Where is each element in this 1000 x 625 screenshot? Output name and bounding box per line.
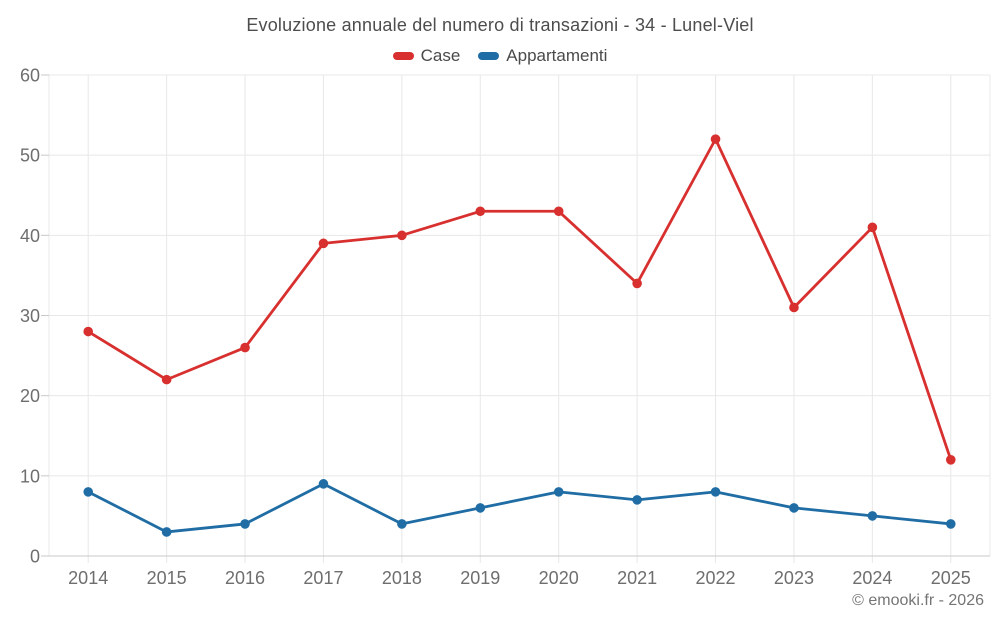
data-point: [867, 511, 878, 521]
data-point: [867, 222, 878, 233]
data-point: [789, 302, 799, 313]
x-tick-label: 2018: [382, 568, 422, 588]
data-point: [240, 342, 250, 353]
y-tick-label: 50: [20, 146, 40, 166]
y-tick-label: 40: [20, 226, 40, 246]
data-point: [710, 134, 721, 144]
series-line: [87, 137, 953, 461]
legend-label: Case: [420, 46, 461, 65]
data-point: [240, 519, 250, 529]
legend-label: Appartamenti: [506, 46, 608, 65]
series-line: [87, 482, 951, 534]
chart-title: Evoluzione annuale del numero di transaz…: [246, 15, 754, 35]
y-tick-label: 10: [20, 466, 40, 486]
x-tick-label: 2016: [225, 568, 265, 588]
data-point: [632, 495, 642, 505]
data-point: [945, 519, 956, 529]
data-point: [161, 374, 172, 385]
data-point: [553, 487, 564, 497]
data-point: [710, 487, 721, 497]
data-point: [318, 238, 329, 249]
data-point: [318, 479, 329, 489]
data-point: [397, 230, 407, 241]
y-tick-label: 0: [30, 547, 40, 567]
x-tick-label: 2020: [539, 568, 579, 588]
x-tick-label: 2015: [147, 568, 187, 588]
x-tick-label: 2021: [617, 568, 657, 588]
x-tick-label: 2019: [460, 568, 500, 588]
x-tick-label: 2024: [852, 568, 892, 588]
series-case: [83, 134, 956, 465]
x-tick-label: 2025: [931, 568, 971, 588]
data-point: [397, 519, 407, 529]
x-tick-label: 2017: [303, 568, 343, 588]
data-point: [789, 503, 799, 513]
y-tick-label: 30: [20, 306, 40, 326]
legend-item-case[interactable]: Case: [392, 46, 461, 66]
data-point: [83, 326, 94, 337]
data-point: [161, 527, 172, 537]
legend: Case Appartamenti: [0, 45, 1000, 67]
data-point: [945, 455, 956, 465]
data-point: [553, 206, 564, 217]
x-tick-label: 2022: [696, 568, 736, 588]
y-tick-label: 20: [20, 386, 40, 406]
data-point: [475, 206, 486, 217]
data-point: [632, 278, 642, 289]
copyright-text: © emooki.fr - 2026: [852, 592, 984, 609]
legend-swatch-icon: [392, 52, 414, 60]
legend-item-appartamenti[interactable]: Appartamenti: [478, 46, 607, 66]
x-tick-label: 2014: [68, 568, 108, 588]
data-point: [475, 503, 486, 513]
legend-swatch-icon: [478, 52, 500, 60]
y-tick-label: 60: [20, 66, 40, 86]
x-tick-label: 2023: [774, 568, 814, 588]
data-point: [83, 487, 94, 497]
series-appartamenti: [83, 479, 956, 537]
